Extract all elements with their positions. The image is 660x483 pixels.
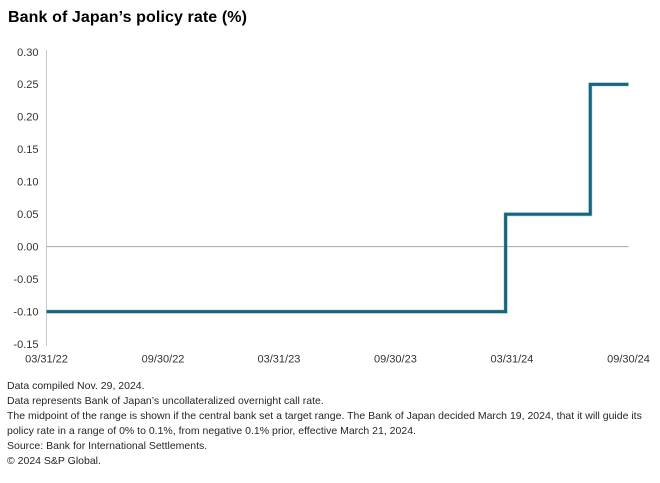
footnote-data-represents: Data represents Bank of Japan’s uncollat… xyxy=(7,395,324,408)
x-tick-label: 09/30/23 xyxy=(374,354,417,366)
y-tick-label: 0.30 xyxy=(17,47,38,59)
footnote-source: Source: Bank for International Settlemen… xyxy=(7,439,208,452)
chart-footnotes: Data compiled Nov. 29, 2024. Data repres… xyxy=(7,379,657,469)
y-tick-label: 0.25 xyxy=(17,79,38,91)
policy-rate-line-halo xyxy=(46,82,629,314)
x-tick-label: 09/30/22 xyxy=(142,354,185,366)
y-tick-label: 0.10 xyxy=(17,177,38,189)
x-tick-label: 03/31/24 xyxy=(491,354,534,366)
footnote-copyright: © 2024 S&P Global. xyxy=(7,455,101,468)
chart-title: Bank of Japan’s policy rate (%) xyxy=(8,9,248,26)
y-tick-label: -0.10 xyxy=(13,306,38,318)
policy-rate-chart: 0.30 0.25 0.20 0.15 0.10 0.05 0.00 -0.05 -0.10 -0… xyxy=(13,47,650,366)
y-tick-label: 0.00 xyxy=(17,241,38,253)
x-tick-label: 03/31/22 xyxy=(25,354,68,366)
y-tick-label: 0.15 xyxy=(17,144,38,156)
x-tick-label: 09/30/24 xyxy=(607,354,650,366)
y-tick-label: -0.05 xyxy=(13,274,38,286)
x-tick-label: 03/31/23 xyxy=(258,354,301,366)
y-tick-label: 0.05 xyxy=(17,209,38,221)
policy-rate-line xyxy=(46,82,629,314)
footnote-data-compiled: Data compiled Nov. 29, 2024. xyxy=(7,380,145,392)
footnote-range-explanation: The midpoint of the range is shown if th… xyxy=(7,410,642,437)
y-tick-label: 0.20 xyxy=(17,112,38,124)
y-tick-label: -0.15 xyxy=(13,339,38,351)
